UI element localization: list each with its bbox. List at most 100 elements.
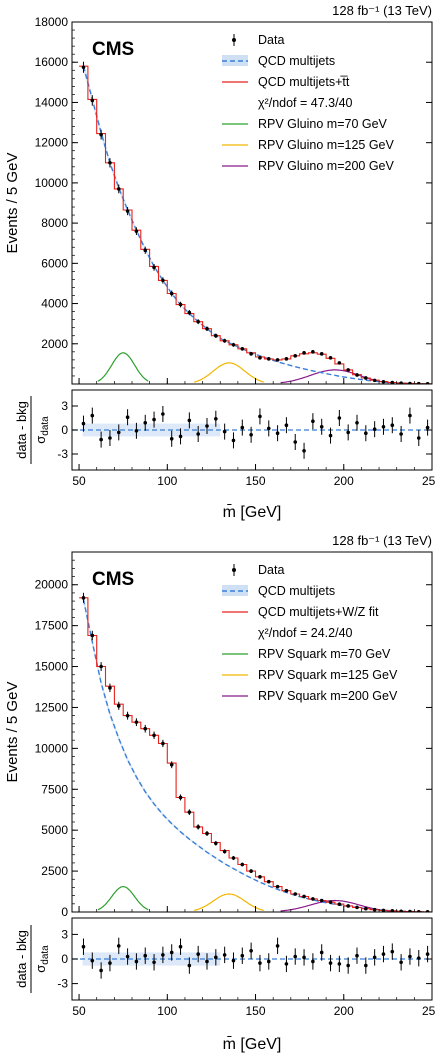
- ratio-content: [72, 406, 432, 459]
- ratio-point: [116, 937, 121, 955]
- data-marker: [169, 291, 174, 296]
- ratio-point: [125, 948, 130, 965]
- ratio-point: [425, 419, 430, 436]
- ratio-point: [214, 410, 218, 427]
- legend-data-marker: [232, 568, 236, 572]
- legend-label: QCD multijets+W/Z fit: [258, 605, 379, 619]
- ratio-point: [355, 414, 359, 431]
- ratio-marker: [143, 953, 148, 958]
- data-marker: [116, 187, 121, 191]
- data-point: [214, 840, 218, 846]
- ratio-marker: [178, 434, 183, 439]
- ratio-point: [390, 417, 395, 434]
- data-marker: [293, 892, 298, 896]
- legend-data-marker: [232, 38, 236, 42]
- y-tick-label: 10000: [35, 176, 69, 190]
- data-marker: [258, 356, 262, 360]
- signal-curve-3: [280, 899, 390, 912]
- data-marker: [152, 265, 156, 270]
- ratio-marker: [416, 436, 421, 440]
- data-point: [258, 875, 262, 879]
- ratio-marker: [284, 423, 289, 428]
- ratio-marker: [364, 963, 368, 968]
- fit-step-histogram: [79, 597, 432, 912]
- data-marker: [337, 361, 342, 365]
- data-point: [152, 731, 156, 740]
- data-marker: [302, 894, 306, 899]
- data-marker: [416, 381, 421, 384]
- y-axis-label: Events / 5 GeV: [4, 153, 21, 254]
- ratio-marker: [134, 959, 139, 964]
- ratio-point: [178, 428, 183, 445]
- data-marker: [408, 381, 412, 384]
- legend-entry-1: Data: [232, 33, 284, 47]
- data-marker: [381, 908, 386, 912]
- ratio-marker: [231, 958, 236, 963]
- data-point: [196, 319, 200, 325]
- ratio-point: [187, 957, 192, 974]
- signal-curve-2: [193, 893, 264, 911]
- data-point: [134, 718, 139, 727]
- ratio-marker: [108, 436, 112, 440]
- ratio-marker: [364, 431, 368, 436]
- ratio-marker: [266, 426, 271, 431]
- ratio-point: [222, 946, 227, 964]
- ratio-marker: [196, 952, 200, 956]
- ratio-point: [328, 954, 333, 972]
- y-tick-label: 0: [61, 905, 68, 919]
- ratio-marker: [311, 419, 315, 424]
- data-point: [408, 381, 412, 384]
- ratio-point: [302, 949, 306, 966]
- legend-label: RPV Squark m=70 GeV: [258, 647, 391, 661]
- data-point: [293, 892, 298, 896]
- data-point: [266, 357, 271, 361]
- ratio-point: [205, 953, 209, 970]
- data-marker: [399, 381, 403, 384]
- data-point: [222, 338, 227, 343]
- ratio-marker: [275, 944, 280, 948]
- legend-label: QCD multijets: [258, 584, 335, 598]
- data-point: [390, 909, 395, 912]
- y-tick-label: 12000: [35, 136, 69, 150]
- ratio-point: [346, 424, 350, 441]
- x-tick-label: 100: [157, 474, 177, 488]
- ratio-marker: [81, 421, 86, 426]
- data-point: [346, 904, 350, 908]
- data-marker: [161, 741, 165, 746]
- chi2-label: χ²/ndof = 24.2/40: [258, 626, 353, 640]
- data-point: [328, 356, 333, 360]
- ratio-y-label-denominator: σdata: [33, 945, 51, 973]
- ratio-marker: [319, 425, 324, 429]
- ratio-point: [231, 432, 236, 449]
- data-point: [311, 350, 315, 354]
- ratio-marker: [381, 952, 386, 956]
- ratio-marker: [302, 955, 306, 960]
- signal-curve-1: [97, 885, 149, 911]
- ratio-point: [231, 952, 236, 969]
- ratio-marker: [408, 413, 412, 418]
- ratio-marker: [337, 962, 342, 966]
- ratio-content: [72, 937, 432, 979]
- data-marker: [284, 357, 289, 361]
- ratio-point: [416, 430, 421, 446]
- ratio-marker: [231, 438, 236, 443]
- ratio-point: [381, 945, 386, 963]
- y-tick-label: 2500: [41, 864, 68, 878]
- x-tick-label: 200: [334, 1004, 354, 1018]
- data-point: [169, 761, 174, 769]
- data-marker: [205, 831, 209, 836]
- y-tick-label: 10000: [35, 741, 69, 755]
- data-point: [81, 592, 86, 603]
- legend-label: Data: [258, 33, 284, 47]
- ratio-tick-label: 3: [61, 399, 68, 413]
- ratio-marker: [399, 432, 403, 436]
- data-point: [302, 351, 306, 355]
- data-marker: [346, 904, 350, 908]
- x-tick-label: 50: [72, 474, 86, 488]
- data-marker: [328, 356, 333, 360]
- data-point: [116, 184, 121, 194]
- data-marker: [372, 378, 377, 383]
- lumi-label: 128 fb⁻¹ (13 TeV): [332, 533, 432, 548]
- ratio-point: [90, 952, 95, 969]
